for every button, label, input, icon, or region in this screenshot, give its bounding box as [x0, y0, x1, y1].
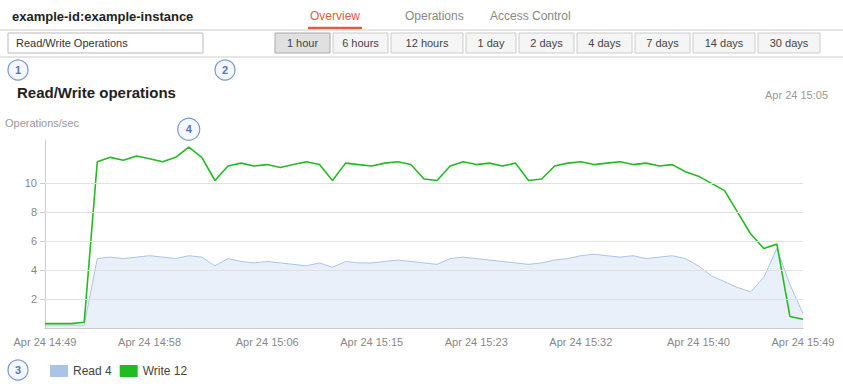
svg-text:Apr 24 15:49: Apr 24 15:49: [772, 336, 835, 348]
svg-text:4: 4: [186, 123, 193, 135]
svg-text:Write 12: Write 12: [143, 364, 188, 378]
svg-text:Apr 24 15:06: Apr 24 15:06: [236, 336, 299, 348]
svg-text:Apr 24 15:15: Apr 24 15:15: [340, 336, 403, 348]
svg-text:1 hour: 1 hour: [287, 37, 319, 49]
svg-text:8: 8: [31, 206, 37, 218]
svg-text:Apr 24 15:05: Apr 24 15:05: [765, 89, 828, 101]
svg-text:Apr 24 15:23: Apr 24 15:23: [445, 336, 508, 348]
svg-text:6 hours: 6 hours: [342, 37, 379, 49]
svg-text:Read/Write Operations: Read/Write Operations: [16, 37, 128, 49]
svg-text:14 days: 14 days: [705, 37, 744, 49]
svg-text:Read/Write operations: Read/Write operations: [17, 84, 176, 101]
svg-text:10: 10: [25, 177, 37, 189]
svg-text:Apr 24 15:32: Apr 24 15:32: [549, 336, 612, 348]
svg-text:Operations: Operations: [405, 9, 464, 23]
svg-text:3: 3: [15, 364, 21, 376]
svg-text:30 days: 30 days: [770, 37, 809, 49]
svg-text:Read 4: Read 4: [73, 364, 112, 378]
svg-text:1 day: 1 day: [478, 37, 505, 49]
svg-text:Operations/sec: Operations/sec: [5, 117, 79, 129]
svg-text:12 hours: 12 hours: [406, 37, 449, 49]
svg-text:Overview: Overview: [310, 9, 360, 23]
svg-text:2: 2: [222, 64, 228, 76]
svg-text:2 days: 2 days: [530, 37, 563, 49]
svg-text:6: 6: [31, 235, 37, 247]
svg-text:Apr 24 15:40: Apr 24 15:40: [667, 336, 730, 348]
svg-text:Apr 24 14:58: Apr 24 14:58: [118, 336, 181, 348]
svg-text:Access Control: Access Control: [490, 9, 571, 23]
svg-text:example-id:example-instance: example-id:example-instance: [12, 9, 193, 24]
svg-text:1: 1: [15, 64, 21, 76]
svg-text:7 days: 7 days: [646, 37, 679, 49]
svg-text:2: 2: [31, 293, 37, 305]
svg-text:Apr 24 14:49: Apr 24 14:49: [14, 336, 77, 348]
svg-text:4: 4: [31, 264, 37, 276]
svg-text:4 days: 4 days: [588, 37, 621, 49]
